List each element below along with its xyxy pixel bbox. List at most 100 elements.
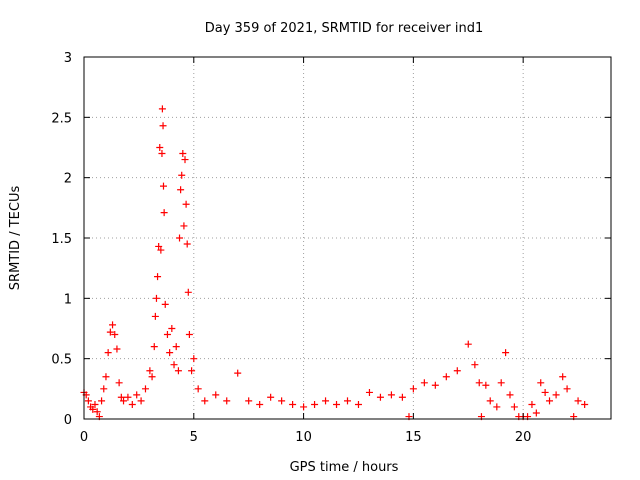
data-point xyxy=(289,401,297,409)
data-point xyxy=(158,105,166,113)
data-point xyxy=(168,325,176,332)
data-point xyxy=(541,388,549,396)
data-point xyxy=(475,379,483,387)
data-point xyxy=(278,397,286,405)
data-point xyxy=(160,209,168,217)
data-point xyxy=(158,150,166,158)
data-point xyxy=(93,408,101,416)
data-point xyxy=(146,367,154,375)
data-point xyxy=(174,367,182,375)
x-tick-label: 5 xyxy=(190,430,198,445)
data-point xyxy=(161,300,169,308)
data-point xyxy=(256,401,264,409)
data-point xyxy=(482,381,490,389)
data-point xyxy=(300,403,308,411)
data-point xyxy=(563,385,571,393)
x-tick-label: 0 xyxy=(80,430,88,445)
data-point xyxy=(157,246,165,254)
data-point xyxy=(109,321,117,329)
data-point xyxy=(234,369,242,377)
data-point xyxy=(128,401,136,409)
data-point xyxy=(152,294,160,302)
data-point xyxy=(178,171,186,179)
data-point xyxy=(398,393,406,401)
data-point xyxy=(84,397,92,405)
data-point xyxy=(559,373,567,381)
data-point xyxy=(510,403,518,411)
data-point xyxy=(333,401,341,409)
data-point xyxy=(322,397,330,405)
data-point xyxy=(180,222,188,230)
data-point xyxy=(102,373,110,381)
data-point xyxy=(106,328,114,336)
data-point xyxy=(176,234,184,242)
data-point xyxy=(170,361,178,369)
data-point xyxy=(111,331,119,339)
data-point xyxy=(344,397,351,405)
data-point xyxy=(156,144,164,151)
data-point xyxy=(194,385,202,393)
y-tick-label: 1.5 xyxy=(51,232,72,247)
data-point xyxy=(546,397,554,405)
data-point xyxy=(91,401,99,409)
data-point xyxy=(267,393,275,401)
y-tick-label: 2 xyxy=(64,172,72,187)
data-point xyxy=(172,343,180,351)
data-point xyxy=(537,379,545,387)
data-point xyxy=(528,401,536,409)
data-point xyxy=(150,343,158,351)
data-point xyxy=(365,388,373,396)
data-point xyxy=(188,367,196,375)
data-point xyxy=(442,373,450,381)
grid-lines xyxy=(84,57,611,419)
data-point xyxy=(89,405,97,413)
data-point xyxy=(133,391,141,399)
data-point xyxy=(159,182,167,190)
data-point xyxy=(182,200,190,208)
data-point xyxy=(464,340,472,348)
data-point xyxy=(387,391,395,399)
data-point xyxy=(154,273,162,281)
y-tick-label: 0 xyxy=(64,413,72,428)
data-point xyxy=(113,345,121,353)
data-point xyxy=(117,393,125,401)
data-point xyxy=(506,391,514,399)
data-point xyxy=(376,393,384,401)
data-point xyxy=(100,385,108,393)
data-point xyxy=(453,367,461,375)
axis-ticks: 0 5 10 15 20 0 0.5 1 1.5 2 2.5 3 xyxy=(51,51,611,445)
data-point xyxy=(166,349,174,357)
data-point xyxy=(532,409,540,417)
data-point xyxy=(141,385,149,393)
data-point xyxy=(486,397,494,405)
data-point xyxy=(179,150,187,158)
data-point xyxy=(183,240,191,248)
data-point xyxy=(471,361,479,369)
data-point xyxy=(311,401,319,409)
data-points xyxy=(80,105,589,421)
x-tick-label: 15 xyxy=(405,430,422,445)
x-tick-label: 10 xyxy=(295,430,312,445)
data-point xyxy=(124,393,132,401)
y-tick-label: 0.5 xyxy=(51,353,72,368)
data-point xyxy=(98,397,106,405)
data-point xyxy=(420,379,428,387)
data-point xyxy=(148,373,156,381)
y-tick-label: 3 xyxy=(64,51,72,66)
y-tick-label: 1 xyxy=(64,292,72,307)
data-point xyxy=(151,312,159,320)
data-point xyxy=(137,397,145,405)
data-point xyxy=(431,381,439,389)
data-point xyxy=(574,397,582,405)
data-point xyxy=(115,379,123,387)
y-axis-label: SRMTID / TECUs xyxy=(8,186,23,291)
data-point xyxy=(120,397,128,405)
x-axis-label: GPS time / hours xyxy=(290,460,399,475)
data-point xyxy=(409,385,417,393)
data-point xyxy=(184,288,192,296)
data-point xyxy=(155,242,163,250)
data-point xyxy=(185,331,193,339)
y-tick-label: 2.5 xyxy=(51,111,72,126)
data-point xyxy=(223,397,231,405)
